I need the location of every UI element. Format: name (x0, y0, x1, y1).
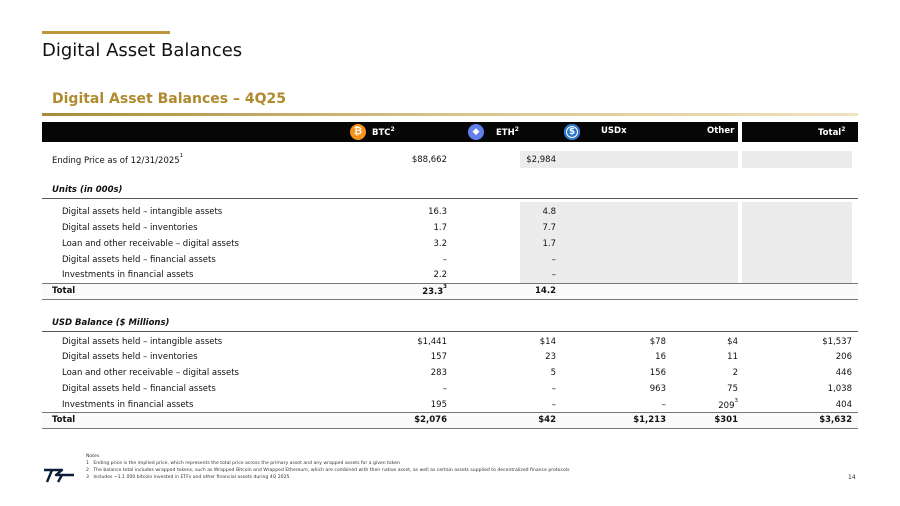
note-item: 3 Includes ~1.1 000 bitcoin invested in … (86, 475, 290, 480)
table-row: Loan and other receivable – digital asse… (62, 239, 556, 249)
table-row: Investments in financial assets 195 – – … (62, 398, 852, 411)
notes-heading: Notes (86, 454, 100, 459)
units-heading: Units (in 000s) (52, 185, 123, 195)
header-total: Total2 (818, 126, 846, 138)
grey-fill-units-total (742, 202, 852, 296)
section-title: Digital Asset Balances – 4Q25 (52, 91, 286, 107)
note-item: 2 The balance total includes wrapped tok… (86, 468, 570, 473)
ending-price-btc: $88,662 (411, 155, 447, 165)
accent-bar (42, 31, 170, 34)
usd-coin-icon: $ (564, 124, 580, 140)
table-row: Digital assets held – intangible assets … (62, 337, 852, 347)
table-row: Investments in financial assets 2.2 – (62, 270, 556, 280)
company-logo-icon (44, 468, 74, 483)
usd-total-row: Total $2,076 $42 $1,213 $301 $3,632 (42, 412, 858, 429)
usd-heading: USD Balance ($ Millions) (52, 318, 170, 328)
note-item: 1 Ending price is the implied price, whi… (86, 461, 400, 466)
grey-fill-units-mid (520, 202, 738, 296)
table-row: Digital assets held – intangible assets … (62, 207, 556, 217)
table-header: ₿ BTC2 ◆ ETH2 $ USDx Other Total2 (42, 122, 858, 142)
page-title: Digital Asset Balances (42, 40, 243, 61)
page-number: 14 (848, 474, 856, 481)
bitcoin-icon: ₿ (350, 124, 366, 140)
ending-price-label: Ending Price as of 12/31/20251 (52, 153, 184, 166)
ending-price-row: Ending Price as of 12/31/20251 $88,662 $… (42, 153, 858, 168)
table-row: Digital assets held – inventories 1.7 7.… (62, 223, 556, 233)
grey-fill-price-mid (520, 151, 738, 168)
units-total-row: Total 23.33 14.2 (42, 283, 858, 300)
ethereum-icon: ◆ (468, 124, 484, 140)
usd-rule (42, 331, 858, 332)
header-eth: ETH2 (496, 126, 519, 138)
header-btc: BTC2 (372, 126, 395, 138)
header-other: Other (707, 126, 735, 136)
table-row: Digital assets held – financial assets –… (62, 384, 852, 394)
ending-price-eth: $2,984 (526, 155, 556, 165)
units-rule (42, 198, 858, 199)
table-row: Digital assets held – inventories 157 23… (62, 352, 852, 362)
grey-fill-price-total (742, 151, 852, 168)
table-row: Loan and other receivable – digital asse… (62, 368, 852, 378)
header-usdx: USDx (601, 126, 627, 136)
table-row: Digital assets held – financial assets –… (62, 255, 556, 265)
header-bar (42, 122, 738, 142)
gold-rule (42, 113, 858, 116)
header-total-bar (742, 122, 858, 142)
